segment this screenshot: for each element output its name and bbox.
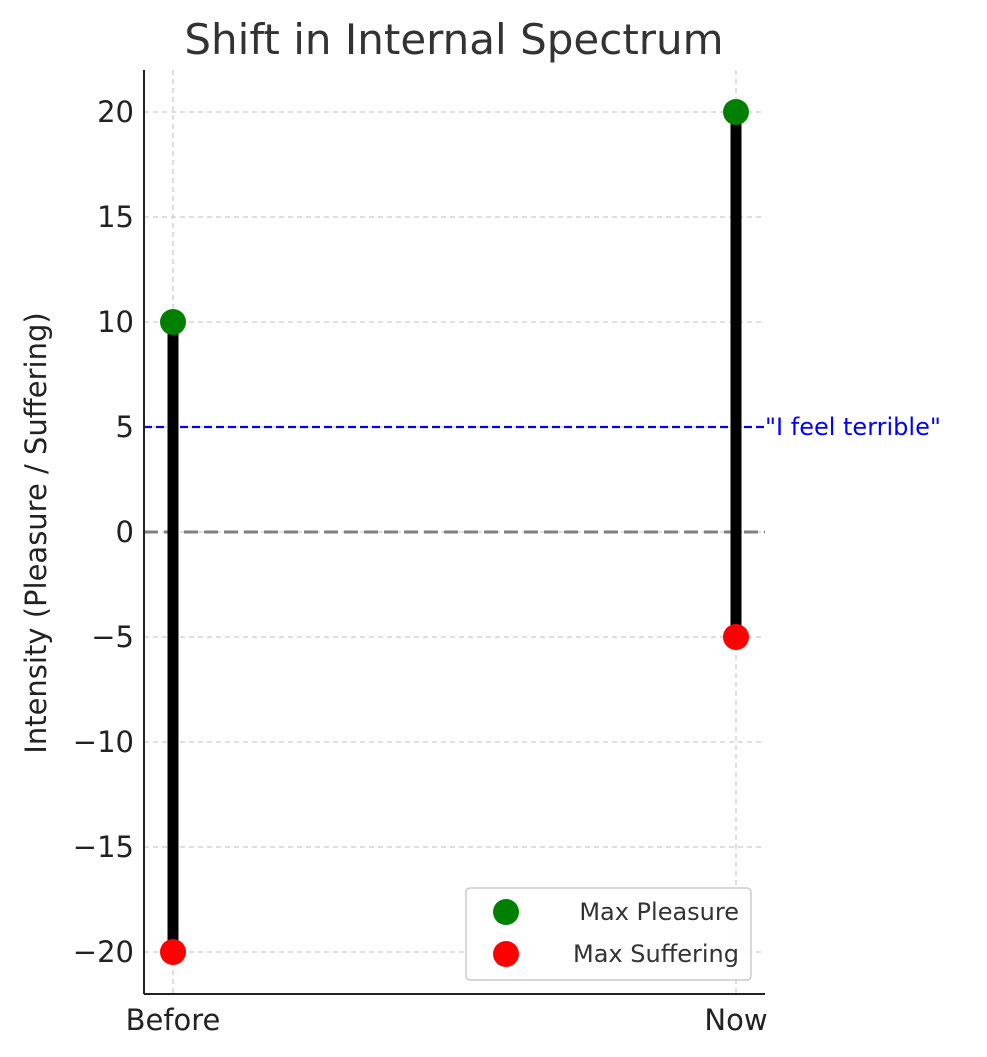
y-tick-label-7: −15 [73, 830, 134, 864]
tick-labels: 20 15 10 5 0 −5 −10 −15 −20 Before Now [73, 95, 768, 1037]
reference-lines: "I feel terrible" [144, 413, 941, 534]
legend-marker-max-suffering [493, 941, 519, 967]
y-tick-label-8: −20 [73, 935, 134, 969]
x-tick-label-before: Before [126, 1003, 221, 1037]
y-axis-label: Intensity (Pleasure / Suffering) [19, 312, 53, 753]
chart-title: Shift in Internal Spectrum [184, 15, 723, 64]
y-tick-label-1: 15 [97, 200, 134, 234]
y-tick-label-6: −10 [73, 725, 134, 759]
y-tick-label-2: 10 [97, 305, 134, 339]
legend-box [465, 887, 752, 981]
y-tick-label-3: 5 [116, 410, 134, 444]
y-tick-label-4: 0 [116, 515, 134, 549]
legend-marker-max-pleasure [493, 899, 519, 925]
point-max-suffering-now [723, 624, 749, 650]
y-tick-label-5: −5 [91, 620, 134, 654]
legend-label-max-suffering: Max Suffering [573, 940, 739, 968]
point-max-pleasure-now [723, 99, 749, 125]
x-tick-label-now: Now [704, 1003, 767, 1037]
reference-line-label: "I feel terrible" [765, 413, 941, 441]
axes [143, 70, 765, 995]
legend-label-max-pleasure: Max Pleasure [579, 898, 739, 926]
legend: Max Pleasure Max Suffering [465, 887, 752, 981]
data-points [160, 99, 749, 965]
y-tick-label-0: 20 [97, 95, 134, 129]
point-max-pleasure-before [160, 309, 186, 335]
point-max-suffering-before [160, 939, 186, 965]
range-bars [167, 112, 742, 952]
